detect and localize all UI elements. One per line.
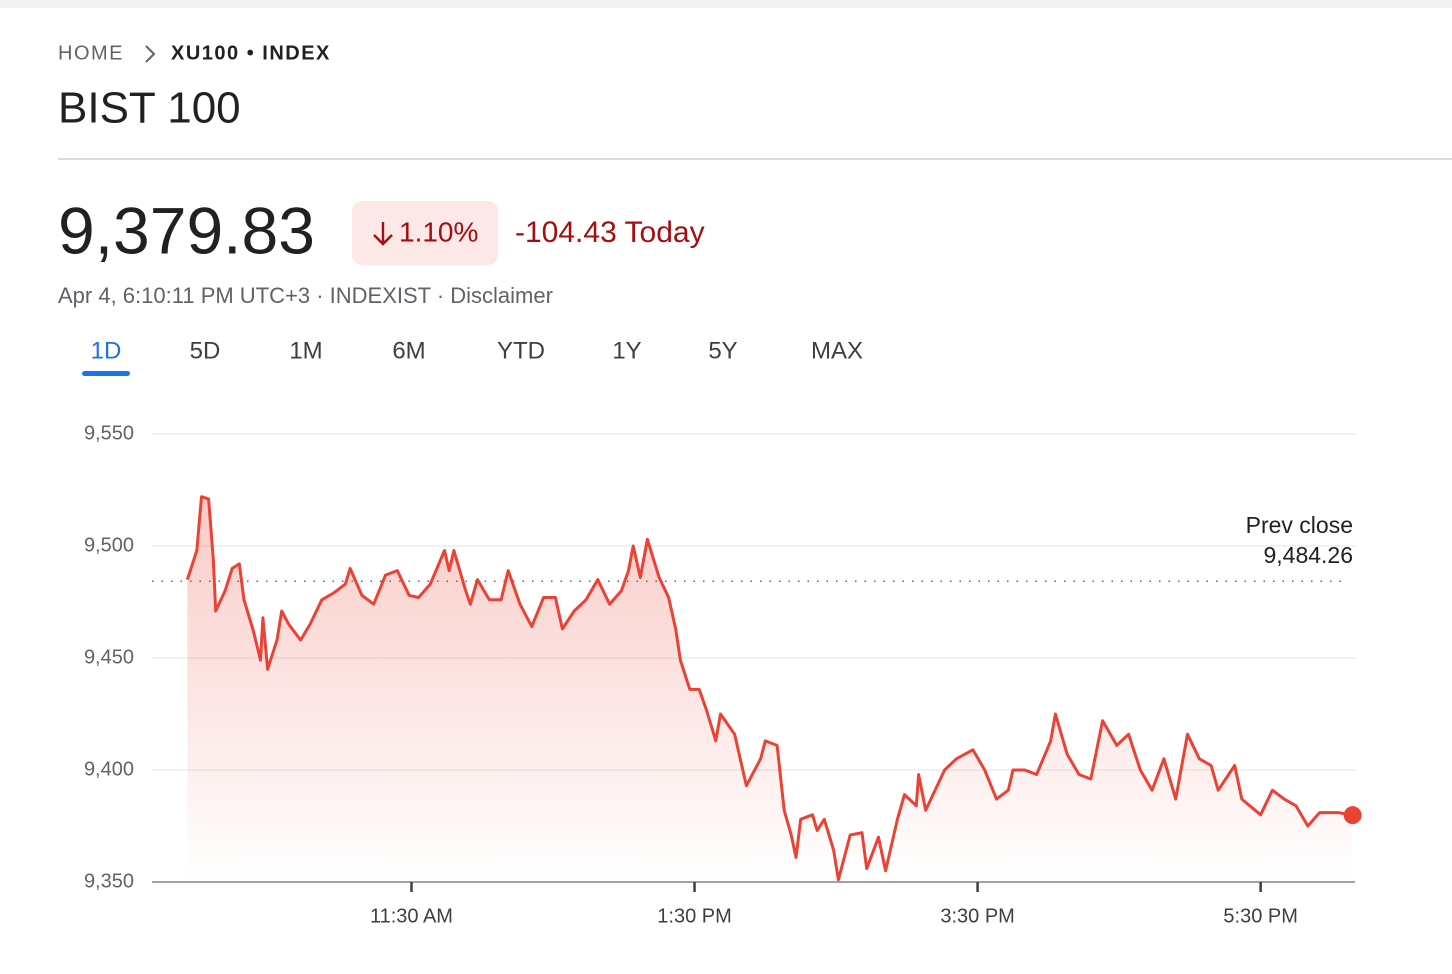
tabs: 1D 5D 1M 6M YTD 1Y 5Y MAX bbox=[91, 337, 863, 364]
tab[interactable]: 1Y bbox=[612, 337, 641, 364]
down-arrow bbox=[373, 222, 393, 246]
x-tick-label: 5:30 PM bbox=[1223, 905, 1297, 927]
y-tick-label: 9,450 bbox=[84, 646, 134, 668]
prev-close-label: Prev close bbox=[1246, 512, 1353, 538]
price-line bbox=[185, 495, 1353, 882]
last-point bbox=[1343, 806, 1362, 825]
tab[interactable]: 1D bbox=[91, 337, 122, 364]
meta: Apr 4, 6:10:11 PM UTC+3 · INDEXIST · Dis… bbox=[58, 283, 553, 308]
change-percent: 1.10% bbox=[399, 216, 478, 247]
y-tick-label: 9,500 bbox=[84, 534, 134, 556]
prev-close-value: 9,484.26 bbox=[1263, 542, 1353, 568]
change-today: -104.43 Today bbox=[515, 216, 705, 249]
x-tick-label: 1:30 PM bbox=[657, 905, 731, 927]
tab[interactable]: 1M bbox=[289, 337, 322, 364]
price: 9,379.83 bbox=[58, 193, 315, 267]
change-badge bbox=[352, 201, 498, 265]
y-tick-label: 9,400 bbox=[84, 758, 134, 780]
top-band bbox=[0, 0, 1452, 8]
area bbox=[187, 496, 1353, 882]
tab-underline bbox=[82, 371, 130, 376]
y-tick-label: 9,350 bbox=[84, 870, 134, 892]
chevron bbox=[145, 45, 156, 63]
tab[interactable]: 5Y bbox=[708, 337, 737, 364]
tab[interactable]: YTD bbox=[497, 337, 545, 364]
tab[interactable]: MAX bbox=[811, 337, 863, 364]
x-tick-label: 11:30 AM bbox=[370, 905, 453, 927]
x-tick-label: 3:30 PM bbox=[940, 905, 1014, 927]
tab[interactable]: 5D bbox=[190, 337, 221, 364]
title: BIST 100 bbox=[58, 84, 241, 133]
y-tick-label: 9,550 bbox=[84, 422, 134, 444]
tab[interactable]: 6M bbox=[392, 337, 425, 364]
breadcrumb-current: XU100 • INDEX bbox=[171, 42, 331, 64]
breadcrumb-home[interactable]: HOME bbox=[58, 42, 124, 64]
